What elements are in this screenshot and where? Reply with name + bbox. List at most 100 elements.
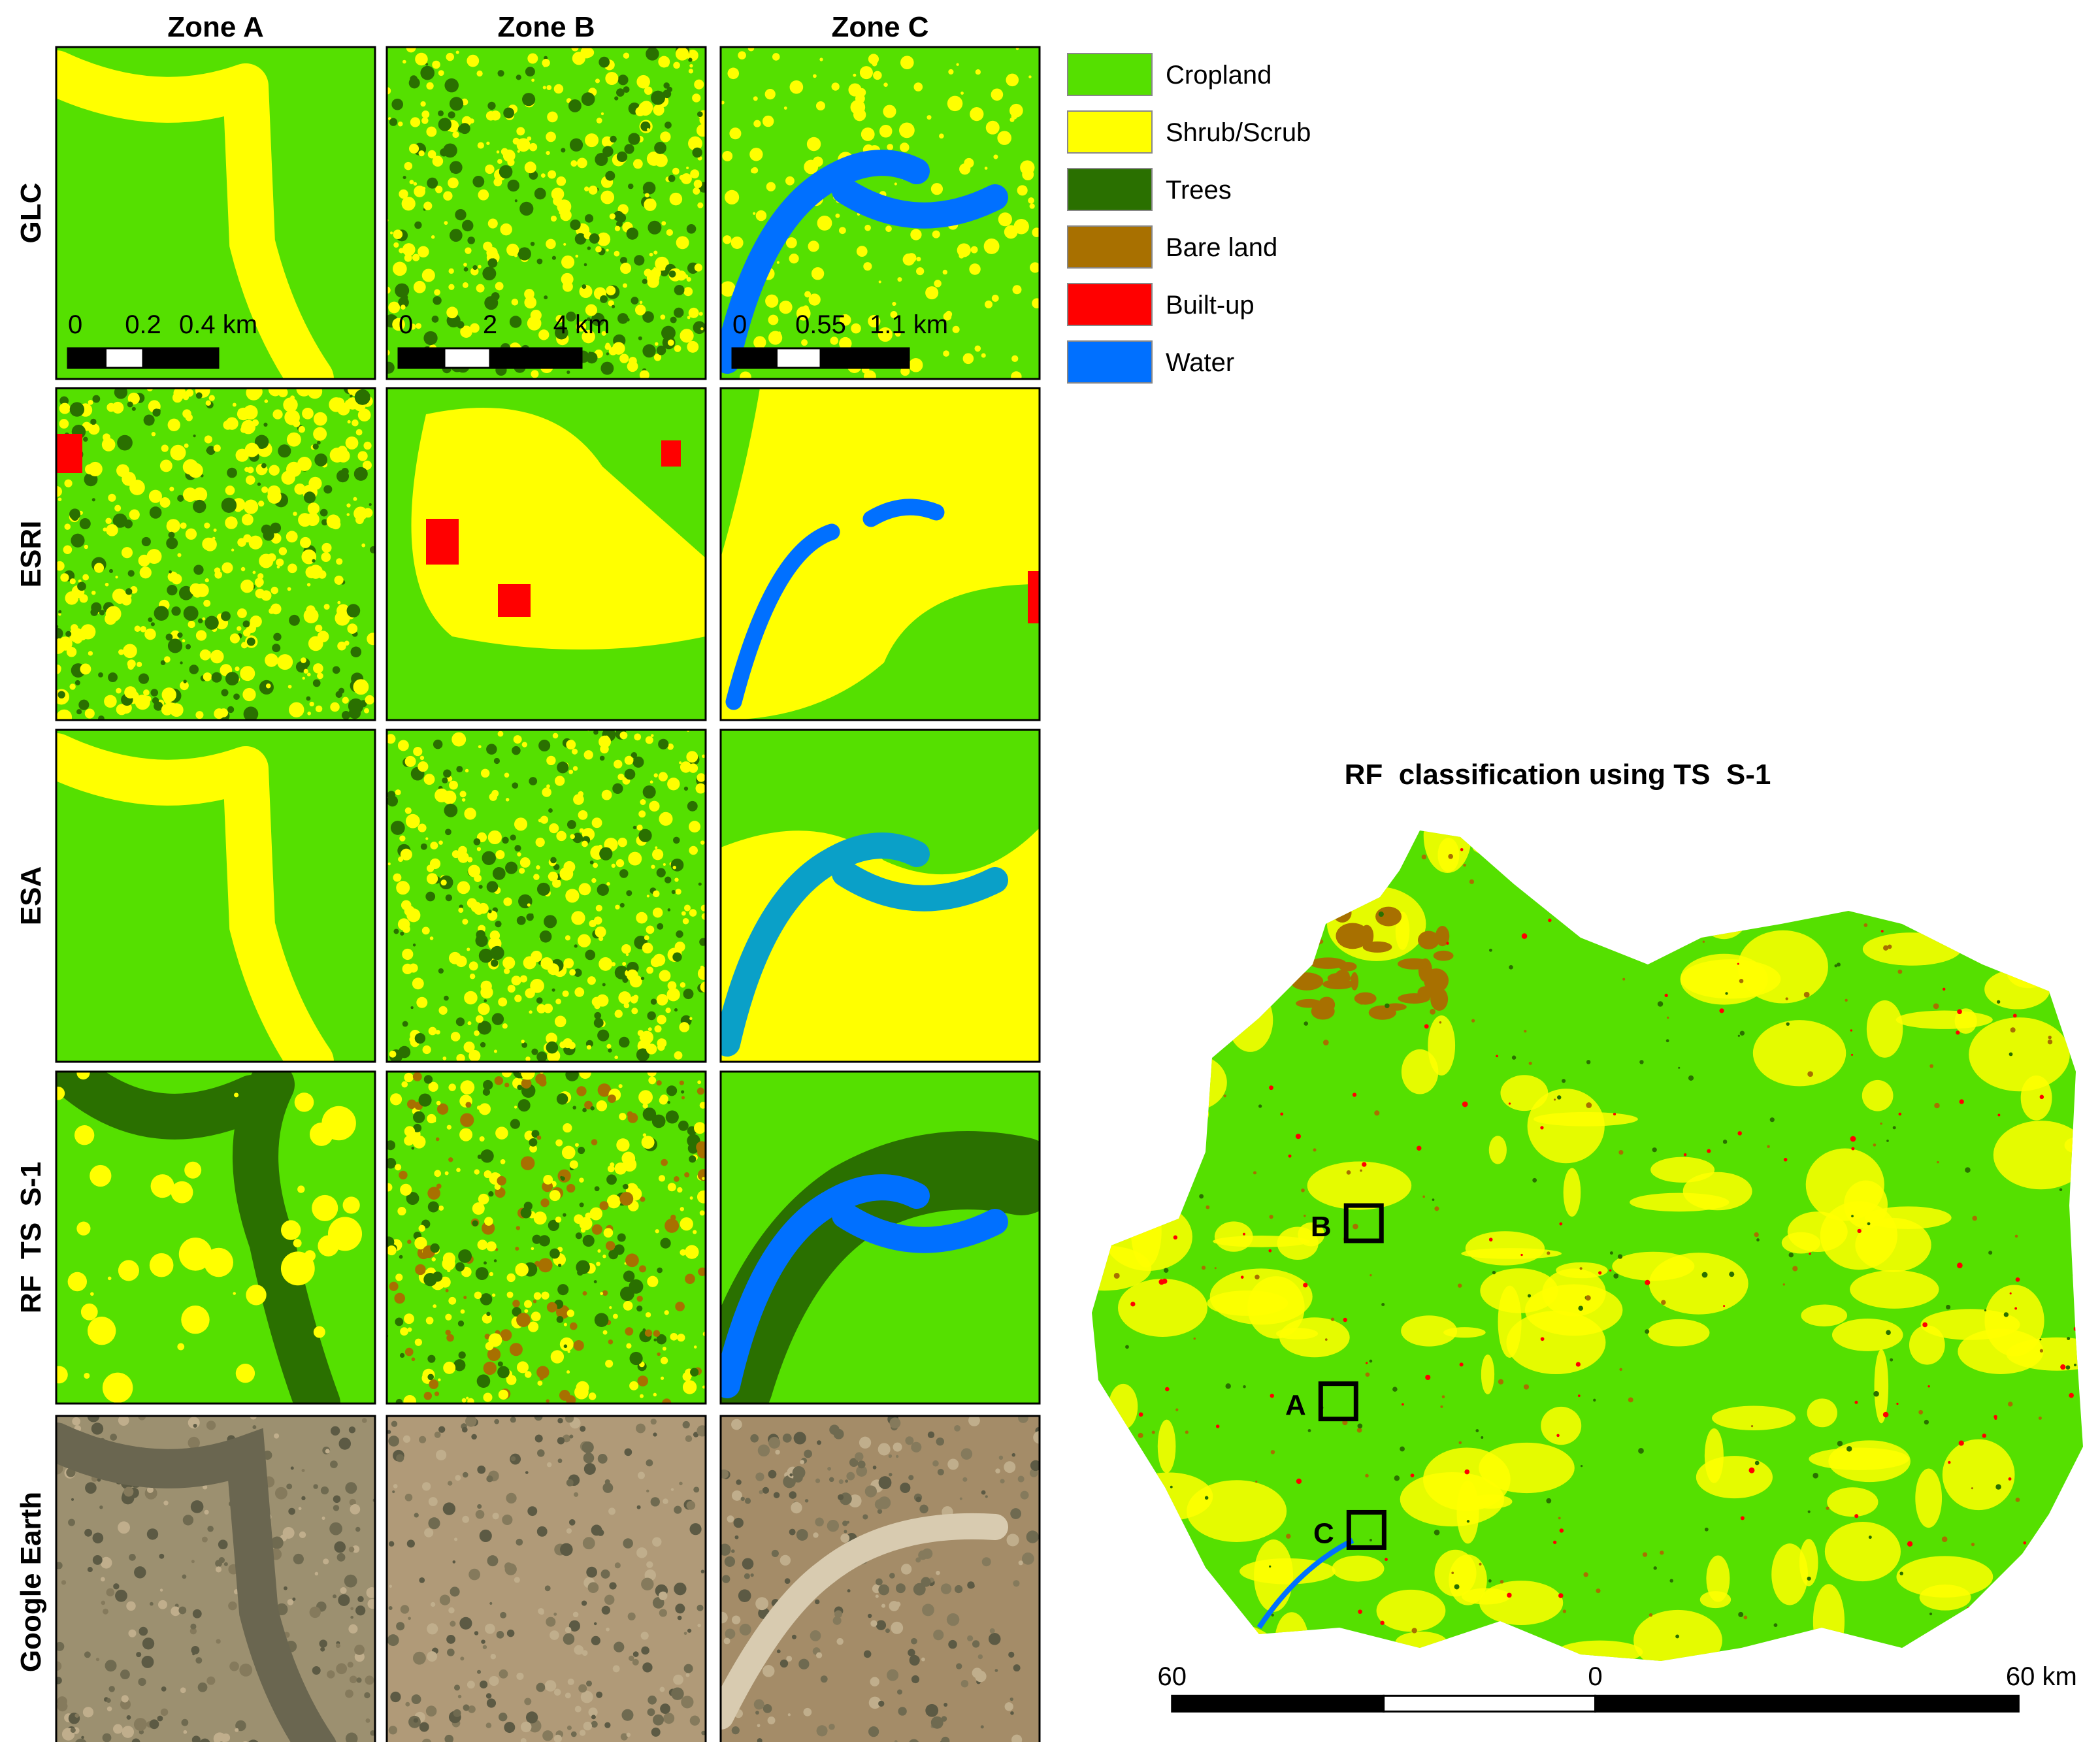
texture	[387, 87, 391, 95]
texture	[286, 531, 298, 543]
texture	[103, 527, 107, 532]
texture	[392, 318, 405, 331]
speckle	[1253, 1171, 1257, 1175]
texture	[673, 1674, 683, 1685]
texture	[609, 1306, 612, 1309]
texture	[181, 1718, 189, 1726]
texture	[674, 1051, 683, 1060]
speckle	[1540, 1126, 1544, 1130]
texture	[235, 1364, 255, 1383]
texture	[115, 1589, 127, 1602]
texture	[957, 243, 971, 257]
texture	[677, 1187, 683, 1193]
texture	[335, 691, 343, 698]
texture	[357, 1596, 364, 1603]
texture	[557, 1418, 563, 1424]
texture	[531, 1048, 538, 1055]
speckle	[1353, 1223, 1358, 1230]
texture	[479, 1529, 492, 1543]
texture	[72, 1417, 80, 1426]
texture	[387, 734, 396, 744]
texture	[504, 1082, 510, 1088]
texture	[677, 1615, 682, 1620]
texture	[750, 1434, 759, 1443]
texture	[638, 101, 653, 116]
texture	[404, 807, 412, 814]
texture	[543, 1175, 553, 1185]
texture	[522, 93, 536, 107]
texture	[660, 1238, 671, 1249]
texture	[307, 502, 320, 515]
texture	[387, 1157, 397, 1169]
texture	[740, 371, 751, 379]
texture	[916, 267, 925, 276]
texture	[546, 1462, 552, 1468]
texture	[831, 82, 840, 91]
panel-frame	[386, 46, 707, 380]
texture	[519, 868, 525, 874]
texture	[731, 1490, 742, 1501]
speckle	[1258, 1104, 1262, 1108]
texture	[456, 1168, 461, 1172]
speckle	[1557, 1095, 1562, 1100]
texture	[133, 1718, 147, 1731]
texture	[325, 1449, 330, 1454]
panel-frame	[386, 387, 707, 721]
texture	[237, 538, 246, 547]
map-scale-label: 0	[1588, 1662, 1602, 1691]
texture	[98, 715, 105, 720]
texture	[476, 1374, 491, 1388]
texture	[868, 1696, 881, 1709]
texture	[118, 1521, 130, 1534]
speckle	[1381, 1302, 1385, 1306]
texture	[817, 216, 832, 231]
speckle	[2067, 1336, 2071, 1341]
texture	[600, 112, 604, 116]
texture	[491, 959, 499, 967]
texture	[585, 304, 598, 316]
texture	[206, 448, 210, 452]
texture	[106, 1698, 111, 1703]
texture	[482, 1313, 492, 1324]
texture	[277, 654, 293, 670]
texture	[587, 1582, 599, 1594]
texture	[887, 144, 894, 150]
shrub-patch	[1828, 1440, 1911, 1483]
texture	[520, 1156, 535, 1170]
texture	[502, 149, 516, 162]
texture	[460, 1656, 465, 1661]
texture	[112, 513, 127, 528]
texture	[341, 467, 349, 476]
texture	[243, 706, 259, 720]
speckle	[1934, 1102, 1940, 1109]
texture	[570, 160, 578, 167]
texture	[497, 1175, 506, 1186]
texture	[883, 82, 888, 87]
texture	[100, 1556, 112, 1569]
texture	[538, 1258, 553, 1273]
texture	[446, 1634, 455, 1644]
speckle	[1163, 1268, 1169, 1273]
texture	[574, 944, 578, 948]
texture	[463, 1042, 475, 1053]
texture	[185, 414, 193, 421]
texture	[853, 73, 857, 77]
texture	[425, 1317, 434, 1324]
texture	[500, 1611, 507, 1619]
texture	[585, 133, 599, 148]
shrub-patch	[1449, 1554, 1487, 1605]
texture	[158, 1600, 167, 1609]
speckle	[1933, 1003, 1939, 1010]
texture	[300, 536, 312, 548]
texture	[204, 1509, 209, 1515]
speckle	[1688, 1075, 1694, 1081]
texture	[638, 829, 652, 842]
texture	[975, 1670, 987, 1683]
texture	[789, 80, 804, 94]
texture	[309, 1606, 321, 1619]
texture	[163, 1500, 169, 1505]
speckle	[1417, 1145, 1422, 1151]
texture	[911, 1675, 920, 1684]
texture	[455, 1475, 461, 1481]
class-patch	[721, 388, 1040, 720]
